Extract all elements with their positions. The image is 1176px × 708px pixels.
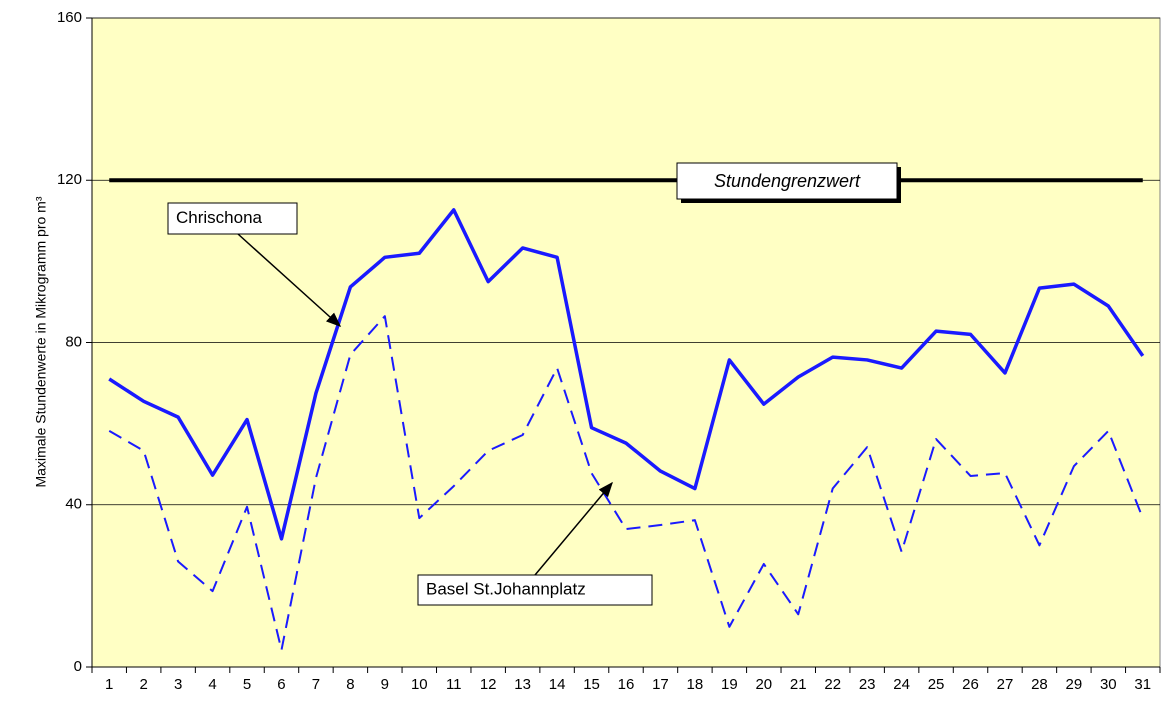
x-tick-label: 3 [174, 676, 182, 693]
x-tick-label: 6 [277, 676, 285, 693]
x-tick-label: 18 [687, 676, 704, 693]
legend-label: Basel St.Johannplatz [426, 579, 586, 598]
x-tick-label: 8 [346, 676, 354, 693]
y-axis-label: Maximale Stundenwerte in Mikrogramm pro … [33, 196, 49, 487]
legend-label: Chrischona [176, 208, 263, 227]
threshold-label: Stundengrenzwert [714, 171, 861, 191]
x-tick-label: 11 [446, 676, 462, 693]
label-box [676, 162, 898, 200]
y-tick-label: 120 [57, 171, 82, 188]
y-tick-label: 40 [65, 496, 82, 513]
x-tick-label: 5 [243, 676, 251, 693]
series-line [108, 208, 1145, 541]
x-tick-label: 26 [962, 676, 979, 693]
x-tick-label: 20 [755, 676, 772, 693]
y-tick-label: 160 [57, 9, 82, 26]
annotation-arrow [534, 481, 613, 576]
x-tick-label: 23 [859, 676, 876, 693]
x-tick-label: 2 [140, 676, 148, 693]
x-tick-label: 29 [1066, 676, 1083, 693]
x-tick-label: 17 [652, 676, 669, 693]
x-tick-label: 28 [1031, 676, 1048, 693]
annotation-arrow [237, 233, 342, 328]
x-tick-label: 31 [1134, 676, 1151, 693]
x-tick-label: 25 [928, 676, 945, 693]
x-tick-label: 21 [790, 676, 807, 693]
y-tick-label: 80 [65, 333, 82, 350]
annotation-box [167, 202, 298, 235]
x-tick-label: 9 [381, 676, 389, 693]
x-tick-label: 4 [208, 676, 216, 693]
x-tick-label: 12 [480, 676, 497, 693]
x-tick-label: 24 [893, 676, 910, 693]
x-tick-label: 19 [721, 676, 738, 693]
x-tick-label: 16 [618, 676, 635, 693]
annotation-box [417, 574, 653, 606]
y-tick-label: 0 [74, 658, 82, 675]
x-tick-label: 1 [105, 676, 113, 693]
x-tick-label: 27 [997, 676, 1014, 693]
x-tick-label: 15 [583, 676, 600, 693]
x-tick-label: 22 [824, 676, 841, 693]
x-tick-label: 7 [312, 676, 320, 693]
x-tick-label: 10 [411, 676, 428, 693]
series-line [108, 315, 1144, 651]
x-tick-label: 14 [549, 676, 566, 693]
x-tick-label: 30 [1100, 676, 1117, 693]
x-tick-label: 13 [514, 676, 531, 693]
